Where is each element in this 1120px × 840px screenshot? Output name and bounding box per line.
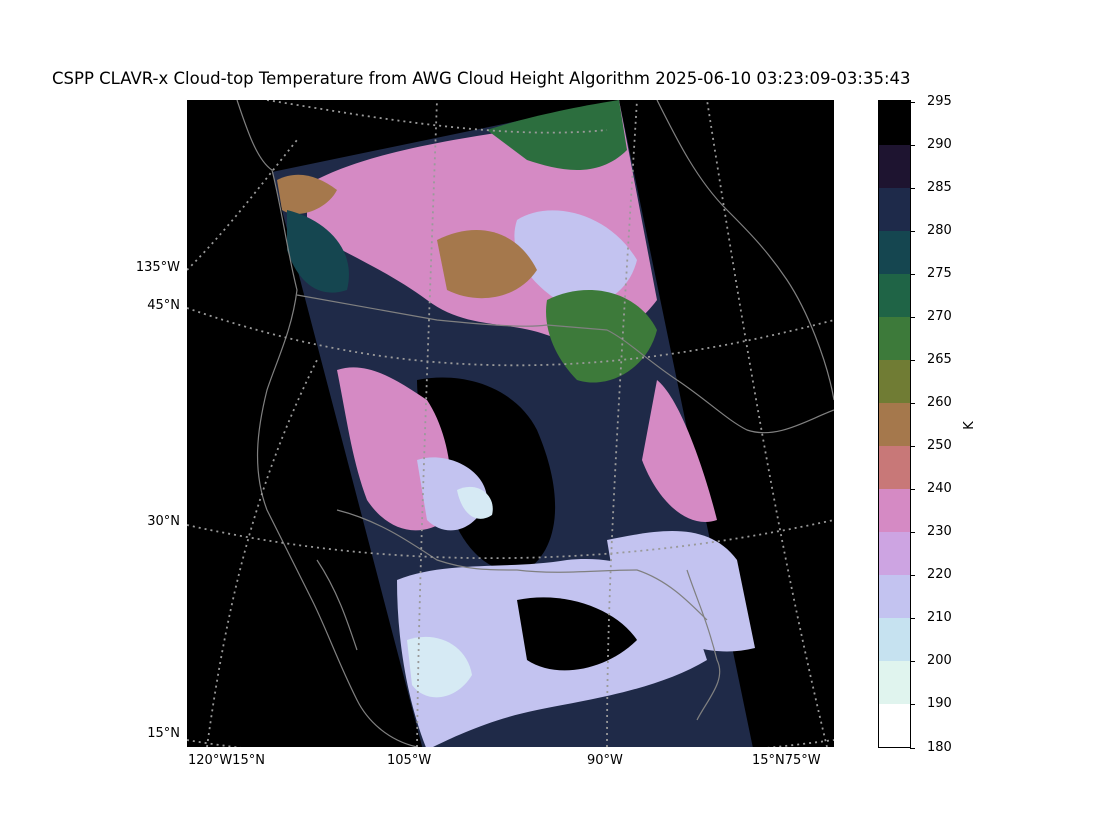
florida-coast — [686, 569, 721, 721]
cloud-region-tan — [437, 230, 537, 299]
colorbar-tick-mark — [910, 446, 915, 448]
baja-coast — [316, 559, 358, 651]
colorbar-tick-mark — [910, 316, 915, 318]
cloud-region-lightblue-core — [457, 486, 493, 519]
colorbar-segment — [879, 703, 910, 747]
colorbar-tick-mark — [910, 144, 915, 146]
colorbar-segment — [879, 488, 910, 533]
graticule-lat-60 — [266, 100, 608, 134]
graticule — [187, 100, 834, 747]
cloud-region-pink-east — [642, 380, 717, 522]
colorbar-tick-label: 230 — [927, 524, 952, 540]
colorbar-tick-label: 180 — [927, 739, 952, 755]
colorbar-tick-mark — [910, 747, 915, 749]
colorbar-tick-label: 250 — [927, 438, 952, 454]
hudson-coast — [656, 100, 834, 401]
colorbar-tick-mark — [910, 273, 915, 275]
cloud-region-green-north — [487, 100, 627, 170]
lat-label-45n: 45°N — [147, 298, 180, 313]
cloud-region-teal-west — [287, 210, 349, 293]
lon-label-90w: 90°W — [587, 753, 623, 768]
colorbar-tick-label: 240 — [927, 481, 952, 497]
colorbar-tick-label: 275 — [927, 265, 952, 281]
colorbar-tick-label: 220 — [927, 567, 952, 583]
colorbar-segment — [879, 316, 910, 360]
colorbar-tick-mark — [910, 359, 915, 361]
colorbar-tick-label: 265 — [927, 351, 952, 367]
lon-label-105w: 105°W — [387, 753, 432, 768]
colorbar-segment — [879, 660, 910, 705]
colorbar-tick-mark — [910, 489, 915, 491]
colorbar-tick-mark — [910, 101, 915, 103]
colorbar-tick-label: 295 — [927, 93, 952, 109]
cloud-top-temperature-map — [187, 100, 834, 747]
colorbar-segment — [879, 531, 910, 576]
colorbar-tick-mark — [910, 618, 915, 620]
satellite-swath — [272, 100, 755, 747]
colorbar-segment — [879, 144, 910, 188]
graticule-lat-45 — [187, 307, 834, 367]
colorbar-tick-label: 270 — [927, 308, 952, 324]
plot-title: CSPP CLAVR-x Cloud-top Temperature from … — [52, 69, 911, 88]
lon-label-120w: 120°W15°N — [188, 753, 265, 768]
clear-region-central — [417, 377, 556, 572]
colorbar-segment — [879, 101, 910, 145]
coastlines — [236, 100, 834, 747]
colorbar-segment — [879, 574, 910, 619]
us-mexico-gulf-border — [336, 509, 708, 621]
colorbar-segment — [879, 445, 910, 490]
map-panel[interactable] — [187, 100, 834, 747]
lat-label-15n: 15°N — [147, 726, 180, 741]
colorbar-tick-mark — [910, 704, 915, 706]
colorbar-tick-label: 190 — [927, 696, 952, 712]
colorbar-unit-label: K — [961, 421, 977, 430]
colorbar-segment — [879, 187, 910, 231]
cloud-region-tan-west — [277, 174, 337, 214]
colorbar-segment — [879, 273, 910, 317]
lat-label-30n: 30°N — [147, 514, 180, 529]
colorbar-tick-mark — [910, 402, 915, 404]
colorbar — [878, 100, 911, 748]
colorbar-tick-label: 280 — [927, 222, 952, 238]
us-canada-border — [296, 294, 678, 381]
lat-label-135w: 135°W — [135, 260, 180, 275]
cloud-region-lightblue-south — [407, 636, 472, 698]
west-coastline — [236, 100, 418, 747]
colorbar-segment — [879, 359, 910, 403]
east-coast — [676, 379, 834, 434]
graticule-lon-135 — [187, 139, 298, 271]
colorbar-tick-mark — [910, 187, 915, 189]
cloud-region-green-east — [546, 290, 657, 383]
colorbar-segment — [879, 230, 910, 274]
colorbar-tick-label: 200 — [927, 653, 952, 669]
colorbar-tick-mark — [910, 661, 915, 663]
colorbar-segment — [879, 402, 910, 447]
colorbar-tick-label: 285 — [927, 179, 952, 195]
colorbar-tick-mark — [910, 230, 915, 232]
colorbar-segment — [879, 617, 910, 662]
clear-region-gulf — [517, 597, 637, 671]
colorbar-tick-label: 210 — [927, 610, 952, 626]
colorbar-tick-label: 260 — [927, 394, 952, 410]
colorbar-tick-label: 290 — [927, 136, 952, 152]
colorbar-tick-mark — [910, 575, 915, 577]
lon-label-75w: 15°N75°W — [752, 753, 821, 768]
colorbar-tick-mark — [910, 532, 915, 534]
graticule-lon-75 — [706, 100, 828, 747]
cloud-region-lavender-north — [514, 210, 637, 306]
